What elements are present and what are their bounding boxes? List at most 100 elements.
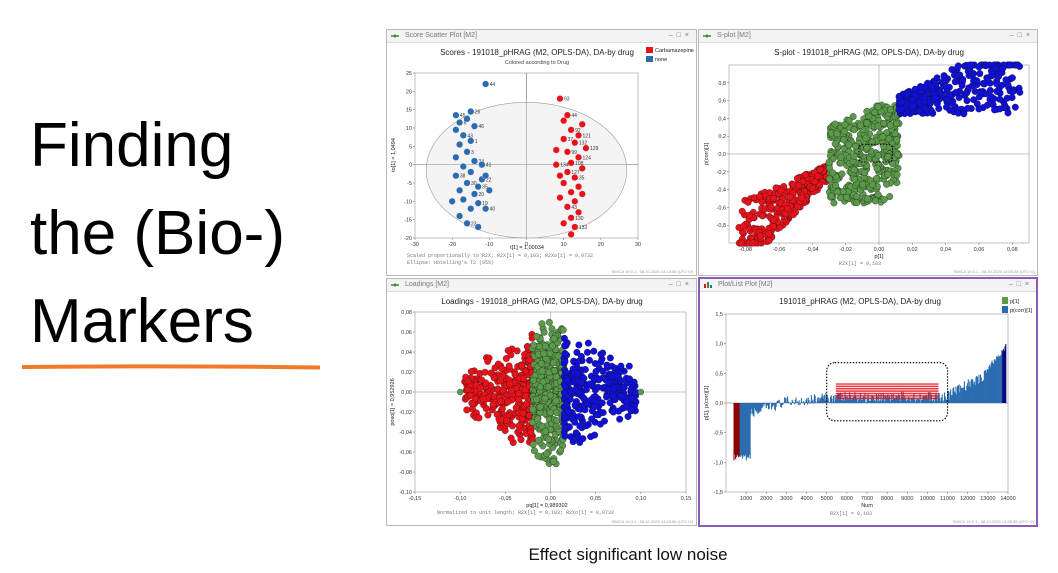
- y-tick-label: 0: [409, 163, 412, 169]
- splot-point-positive: [951, 78, 959, 86]
- s-plot: S-plot - 191018_pHRAG (M2, OPLS-DA), DA-…: [704, 48, 1036, 274]
- splot-point-negative: [769, 223, 777, 231]
- y-tick-label: -20: [404, 236, 412, 242]
- plot-list-window[interactable]: Plot/List Plot [M2] –□× 191018_pHRAG (M2…: [698, 277, 1038, 527]
- score-point-carbamazepine: [567, 214, 575, 222]
- score-point-label: 92: [575, 128, 581, 134]
- y-tick-label: -10: [404, 199, 412, 205]
- window-controls[interactable]: –□×: [668, 32, 693, 39]
- score-point-label: 124: [583, 155, 592, 161]
- y-axis-label: poso[1] = 0,952926: [390, 378, 396, 425]
- normalization-note: Normalized to unit length; R2X[1] = 0,10…: [437, 510, 614, 516]
- loading-point-positive: [617, 392, 625, 400]
- splot-point-middle: [889, 160, 896, 168]
- loading-point-middle: [529, 419, 537, 426]
- loading-point-middle: [541, 394, 549, 402]
- splot-point-positive: [1006, 61, 1014, 69]
- splot-point-middle: [863, 119, 871, 127]
- score-point-carbamazepine: [582, 144, 590, 152]
- splot-point-positive: [1016, 88, 1024, 96]
- loading-point-middle: [543, 450, 551, 458]
- splot-point-positive: [973, 77, 981, 85]
- x-tick-label: 2000: [760, 496, 772, 502]
- loading-point-positive: [617, 362, 625, 370]
- x-tick-label: 12000: [960, 496, 975, 502]
- highlight-box: [826, 362, 949, 422]
- score-point-label: 20: [478, 192, 484, 198]
- score-point-none: [471, 190, 478, 198]
- y-tick-label: -0,06: [399, 450, 412, 456]
- splot-point-middle: [893, 171, 901, 179]
- score-point-label: 44: [490, 82, 496, 88]
- slide-title: Finding the (Bio-) Markers: [30, 102, 285, 366]
- splot-point-negative: [744, 198, 752, 206]
- splot-point-positive: [941, 76, 949, 84]
- x-tick-label: -0,04: [806, 247, 819, 253]
- splot-point-middle: [874, 152, 882, 160]
- splot-point-middle: [857, 121, 864, 129]
- loading-point-positive: [591, 431, 599, 439]
- loading-point-positive: [581, 366, 589, 373]
- splot-point-positive: [920, 94, 928, 102]
- score-point-carbamazepine: [567, 230, 575, 238]
- splot-point-middle: [863, 107, 871, 115]
- score-point-carbamazepine: [575, 153, 582, 161]
- splot-point-middle: [860, 158, 868, 166]
- splot-point-negative: [777, 187, 785, 195]
- splot-point-positive: [984, 75, 991, 83]
- loading-point-positive: [571, 386, 579, 394]
- x-tick-label: 4000: [800, 496, 812, 502]
- score-point-label: 108: [575, 161, 584, 167]
- loading-point-middle: [552, 397, 560, 405]
- splot-point-middle: [840, 127, 848, 135]
- window-controls[interactable]: –□×: [668, 281, 693, 288]
- score-point-none: [456, 141, 464, 148]
- loading-point-middle: [550, 457, 558, 465]
- score-point-carbamazepine: [567, 188, 575, 196]
- score-point-none: [459, 196, 467, 203]
- plot-list-titlebar[interactable]: Plot/List Plot [M2] –□×: [700, 279, 1036, 292]
- splot-point-positive: [956, 71, 964, 79]
- loading-point-positive: [627, 395, 635, 403]
- splot-point-middle: [880, 143, 888, 150]
- score-point-label: 6: [464, 121, 467, 127]
- splot-point-middle: [874, 103, 882, 111]
- score-point-label: 3: [471, 150, 474, 156]
- splot-point-negative: [749, 239, 757, 247]
- y-tick-label: -0,6: [717, 205, 726, 211]
- loading-point-middle: [557, 447, 565, 454]
- s-plot-window[interactable]: S-plot [M2] –□× S-plot - 191018_pHRAG (M…: [698, 29, 1038, 276]
- score-point-label: 1: [475, 139, 478, 145]
- x-tick-label: -0,02: [839, 247, 852, 253]
- score-scatter-titlebar[interactable]: Score Scatter Plot [M2] –□×: [387, 30, 696, 43]
- score-scatter-window[interactable]: Score Scatter Plot [M2] –□× Scores - 191…: [386, 29, 697, 276]
- splot-point-middle: [893, 120, 901, 127]
- variance-note: R2X[1] = 0,103: [830, 511, 872, 517]
- loadings-titlebar[interactable]: Loadings [M2] –□×: [387, 279, 696, 292]
- s-plot-titlebar[interactable]: S-plot [M2] –□×: [699, 30, 1037, 43]
- loading-point-middle: [540, 350, 548, 358]
- loadings-plot: Loadings - 191018_pHRAG (M2, OPLS-DA), D…: [390, 297, 694, 524]
- loading-point-middle: [549, 359, 557, 367]
- splot-point-negative: [793, 174, 801, 182]
- legend-label-pcorr: p(corr)[1]: [1010, 308, 1033, 314]
- loading-point-middle: [529, 406, 537, 414]
- loading-point-positive: [564, 408, 572, 416]
- x-tick-label: 0,00: [545, 496, 556, 502]
- window-controls[interactable]: –□×: [1009, 32, 1034, 39]
- x-tick-label: 0,10: [635, 496, 646, 502]
- splot-point-middle: [871, 197, 879, 205]
- window-controls[interactable]: –□×: [1008, 281, 1033, 288]
- loading-point-positive: [586, 380, 594, 388]
- score-point-none: [456, 186, 464, 194]
- splot-point-negative: [770, 195, 777, 202]
- y-tick-label: 0,08: [401, 310, 412, 316]
- loadings-window[interactable]: Loadings [M2] –□× Loadings - 191018_pHRA…: [386, 278, 697, 526]
- splot-point-positive: [903, 90, 911, 98]
- y-tick-label: 0,0: [715, 401, 723, 407]
- loading-point-negative: [522, 392, 530, 400]
- loading-point-negative: [467, 368, 475, 376]
- splot-point-middle: [850, 126, 858, 134]
- splot-point-middle: [850, 166, 858, 174]
- score-point-carbamazepine: [578, 164, 586, 172]
